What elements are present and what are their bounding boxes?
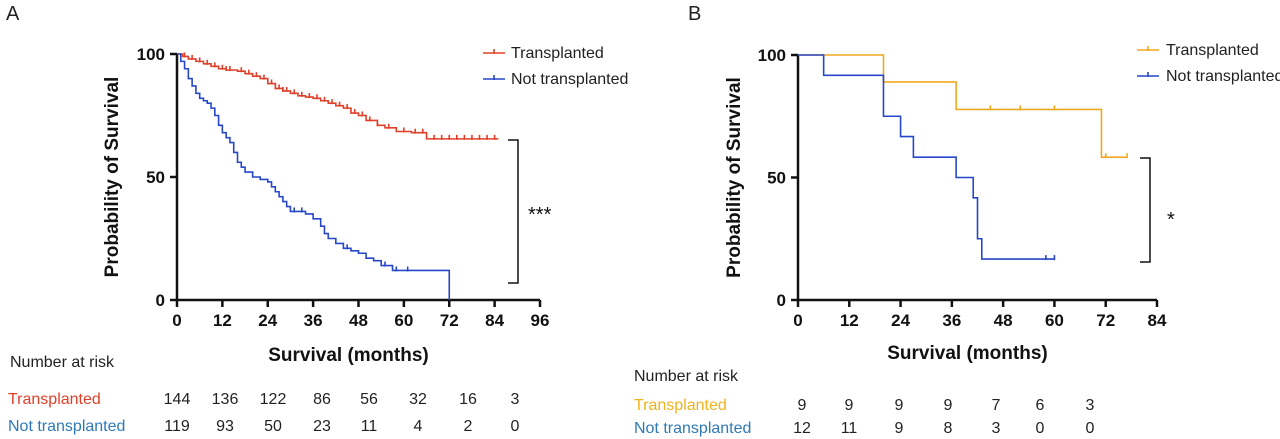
- p0-risk-row-label-0: Transplanted: [8, 391, 101, 408]
- p1-x-tick-label-24: 24: [891, 311, 910, 330]
- p1-x-tick-label-48: 48: [994, 311, 1013, 330]
- p0-x-tick-label-0: 0: [172, 311, 181, 330]
- p1-risk-value-0-6: 3: [1086, 397, 1095, 414]
- panel-a-significance: ***: [528, 204, 552, 226]
- p0-x-axis-title: Survival (months): [268, 345, 428, 366]
- p0-risk-value-0-6: 16: [459, 391, 477, 408]
- p0-y-tick-label-100: 100: [137, 45, 165, 64]
- p1-risk-value-1-0: 12: [793, 420, 811, 437]
- p1-risk-value-1-4: 3: [992, 420, 1001, 437]
- p0-y-tick-label-50: 50: [146, 168, 165, 187]
- p0-x-tick-label-24: 24: [258, 311, 277, 330]
- p0-legend-label-1: Not transplanted: [511, 71, 628, 88]
- p0-x-tick-label-72: 72: [440, 311, 459, 330]
- p0-x-tick-label-84: 84: [485, 311, 504, 330]
- p1-risk-row-label-0: Transplanted: [634, 397, 727, 414]
- p1-legend-label-0: Transplanted: [1166, 42, 1259, 59]
- p1-x-tick-label-72: 72: [1096, 311, 1115, 330]
- p1-risk-value-1-3: 8: [944, 420, 953, 437]
- p1-x-tick-label-84: 84: [1148, 311, 1167, 330]
- p0-risk-value-0-2: 122: [260, 391, 287, 408]
- p0-risk-value-1-2: 50: [264, 418, 282, 435]
- p0-risk-value-0-3: 86: [313, 391, 331, 408]
- p1-risk-value-0-5: 6: [1036, 397, 1045, 414]
- p1-risk-value-0-4: 7: [992, 397, 1001, 414]
- p1-y-tick-label-0: 0: [777, 291, 786, 310]
- p0-risk-value-1-6: 2: [464, 418, 473, 435]
- p0-risk-value-0-1: 136: [212, 391, 239, 408]
- p0-significance-bracket: [508, 139, 519, 284]
- panel-b-significance: *: [1167, 209, 1175, 231]
- p0-risk-value-0-0: 144: [164, 391, 191, 408]
- p1-risk-value-0-3: 9: [944, 397, 953, 414]
- p1-significance-bracket: [1140, 157, 1151, 263]
- p1-x-axis-title: Survival (months): [887, 343, 1047, 364]
- p0-risk-row-label-1: Not transplanted: [8, 418, 125, 435]
- p1-risk-value-0-2: 9: [895, 397, 904, 414]
- p1-risk-value-1-6: 0: [1086, 420, 1095, 437]
- p0-series-line-0: [177, 53, 499, 140]
- p1-series-line-0: [798, 54, 1128, 158]
- p0-x-tick-label-36: 36: [304, 311, 323, 330]
- panel-b-risk-title: Number at risk: [634, 368, 739, 385]
- p1-risk-value-0-1: 9: [845, 397, 854, 414]
- panel-a-risk-title: Number at risk: [10, 354, 115, 371]
- p1-x-tick-label-60: 60: [1045, 311, 1064, 330]
- p1-risk-value-1-5: 0: [1036, 420, 1045, 437]
- p0-risk-value-1-7: 0: [511, 418, 520, 435]
- p1-x-tick-label-12: 12: [840, 311, 859, 330]
- panel-a-letter: A: [6, 3, 20, 25]
- p1-y-tick-label-100: 100: [758, 46, 786, 65]
- p0-risk-value-1-0: 119: [164, 418, 190, 435]
- p0-x-tick-label-60: 60: [394, 311, 413, 330]
- p1-series-line-1: [798, 54, 1055, 260]
- p0-x-tick-label-96: 96: [531, 311, 550, 330]
- p1-legend-label-1: Not transplanted: [1166, 68, 1280, 85]
- p1-x-tick-label-0: 0: [793, 311, 802, 330]
- p1-y-axis-title: Probability of Survival: [724, 77, 745, 278]
- p0-risk-value-1-3: 23: [313, 418, 331, 435]
- p0-y-tick-label-0: 0: [156, 291, 165, 310]
- p0-legend-label-0: Transplanted: [511, 45, 604, 62]
- p1-risk-value-0-0: 9: [798, 397, 807, 414]
- p1-risk-row-label-1: Not transplanted: [634, 420, 751, 437]
- p0-risk-value-1-1: 93: [216, 418, 234, 435]
- p0-risk-value-0-7: 3: [511, 391, 520, 408]
- p0-risk-value-1-5: 4: [414, 418, 423, 435]
- p0-series-line-1: [177, 53, 451, 300]
- p1-risk-value-1-1: 11: [841, 420, 858, 437]
- p0-risk-value-0-4: 56: [360, 391, 378, 408]
- p0-y-axis-title: Probability of Survival: [102, 77, 123, 278]
- p0-risk-value-0-5: 32: [409, 391, 427, 408]
- p1-risk-value-1-2: 9: [895, 420, 904, 437]
- p1-x-tick-label-36: 36: [942, 311, 961, 330]
- panel-b-letter: B: [688, 3, 701, 25]
- p1-y-tick-label-50: 50: [767, 169, 786, 188]
- p0-risk-value-1-4: 11: [361, 418, 378, 435]
- p0-x-tick-label-12: 12: [213, 311, 232, 330]
- p0-x-tick-label-48: 48: [349, 311, 368, 330]
